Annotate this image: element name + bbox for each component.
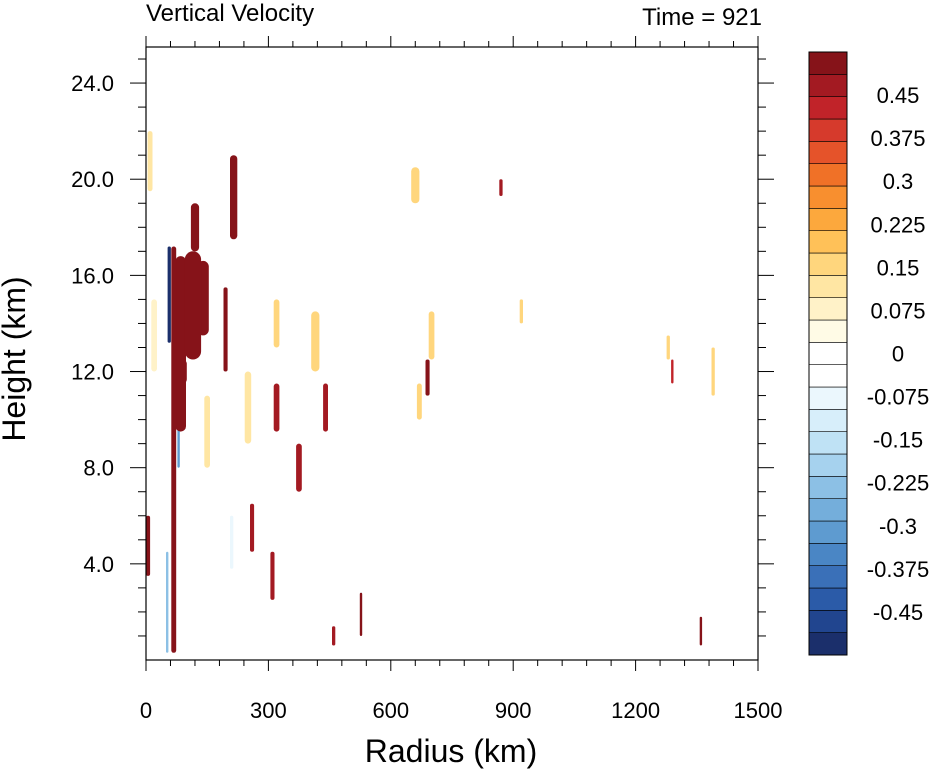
y-axis: 4.0 8.0 12.0 16.0 20.0 24.0 bbox=[71, 58, 774, 637]
y-tick-label: 12.0 bbox=[71, 360, 114, 385]
downdraft-feature bbox=[166, 551, 169, 653]
plot-background bbox=[146, 47, 758, 660]
plot-border bbox=[145, 46, 759, 661]
colorbar-swatch bbox=[808, 297, 848, 321]
colorbar-tick-label: -0.3 bbox=[879, 514, 917, 539]
colorbar-swatch bbox=[808, 632, 848, 656]
downdraft-feature bbox=[416, 383, 422, 420]
colorbar-tick-label: 0.45 bbox=[877, 83, 920, 108]
colorbar-swatch bbox=[808, 230, 848, 254]
downdraft-feature bbox=[204, 395, 210, 468]
plot-area bbox=[146, 47, 758, 660]
updraft-feature bbox=[425, 359, 430, 396]
colorbar-tick-label: 0.375 bbox=[870, 126, 925, 151]
y-tick-label: 8.0 bbox=[83, 456, 114, 481]
updraft-feature bbox=[499, 179, 503, 196]
updraft-feature bbox=[699, 616, 703, 646]
updraft-feature bbox=[273, 383, 280, 432]
colorbar-swatch bbox=[808, 342, 848, 365]
colorbar-tick-label: -0.45 bbox=[873, 600, 923, 625]
downdraft-feature bbox=[711, 347, 715, 396]
updraft-feature bbox=[184, 251, 202, 360]
colorbar-swatch bbox=[808, 185, 848, 209]
colorbar-swatch bbox=[808, 252, 848, 276]
colorbar-swatch bbox=[808, 319, 848, 343]
colorbar-swatch bbox=[808, 275, 848, 298]
downdraft-feature bbox=[428, 311, 435, 360]
downdraft-feature bbox=[411, 167, 420, 204]
colorbar-swatch bbox=[808, 386, 848, 410]
colorbar-swatch bbox=[808, 141, 848, 164]
x-tick-label: 0 bbox=[140, 698, 152, 723]
colorbar-swatch bbox=[808, 610, 848, 633]
colorbar-swatch bbox=[808, 208, 848, 231]
updraft-feature bbox=[671, 359, 674, 384]
downdraft-feature bbox=[311, 311, 320, 372]
updraft-feature bbox=[175, 256, 186, 432]
downdraft-feature bbox=[151, 299, 157, 372]
colorbar-swatch bbox=[808, 409, 848, 432]
colorbar-tick-label: -0.225 bbox=[867, 471, 929, 496]
colorbar-swatch bbox=[808, 96, 848, 120]
y-tick-label: 4.0 bbox=[83, 552, 114, 577]
colorbar-swatch bbox=[808, 118, 848, 142]
downdraft-feature bbox=[167, 246, 171, 343]
colorbar-tick-label: -0.075 bbox=[867, 385, 929, 410]
chart-title-left: Vertical Velocity bbox=[146, 0, 314, 27]
colorbar-swatch bbox=[808, 587, 848, 611]
colorbar-tick-label: 0.3 bbox=[883, 169, 914, 194]
updraft-feature bbox=[146, 515, 151, 576]
updraft-feature bbox=[270, 551, 275, 600]
y-axis-label: Height (km) bbox=[0, 276, 32, 441]
updraft-feature bbox=[323, 383, 328, 432]
downdraft-feature bbox=[273, 299, 280, 348]
updraft-feature bbox=[230, 155, 238, 240]
updraft-feature bbox=[250, 503, 255, 552]
colorbar-tick-label: 0 bbox=[892, 342, 904, 367]
downdraft-feature bbox=[232, 323, 244, 396]
colorbar-tick-label: 0.225 bbox=[870, 212, 925, 237]
x-tick-label: 1500 bbox=[734, 698, 783, 723]
colorbar-swatch bbox=[808, 74, 848, 97]
updraft-feature bbox=[359, 592, 363, 636]
x-axis-label: Radius (km) bbox=[365, 733, 537, 769]
colorbar-swatch bbox=[808, 476, 848, 499]
x-tick-label: 1200 bbox=[611, 698, 660, 723]
colorbar-tick-label: 0.075 bbox=[870, 298, 925, 323]
colorbar-swatch bbox=[808, 431, 848, 455]
colorbar-swatch bbox=[808, 453, 848, 477]
colorbar-swatch bbox=[808, 565, 848, 589]
colorbar-tick-label: -0.375 bbox=[867, 557, 929, 582]
colorbar-tick-label: -0.15 bbox=[873, 428, 923, 453]
colorbar-swatch bbox=[808, 543, 848, 566]
y-tick-label: 24.0 bbox=[71, 71, 114, 96]
plot-frame bbox=[145, 46, 759, 661]
x-tick-label: 600 bbox=[372, 698, 409, 723]
colorbar-swatch bbox=[808, 498, 848, 522]
colorbar-swatch bbox=[808, 51, 848, 75]
y-tick-label: 20.0 bbox=[71, 167, 114, 192]
downdraft-feature bbox=[244, 371, 252, 444]
colorbar: 0.45 0.375 0.3 0.225 0.15 0.075 0 -0.075 -0.15 -0… bbox=[808, 51, 929, 656]
x-tick-label: 900 bbox=[495, 698, 532, 723]
updraft-feature bbox=[332, 626, 336, 646]
updraft-feature bbox=[296, 443, 302, 492]
downdraft-feature bbox=[147, 131, 153, 192]
downdraft-feature bbox=[519, 299, 523, 324]
colorbar-swatch bbox=[808, 163, 848, 187]
updraft-feature bbox=[223, 287, 228, 372]
colorbar-tick-label: 0.15 bbox=[877, 255, 920, 280]
updraft-feature bbox=[190, 203, 200, 252]
colorbar-swatch bbox=[808, 520, 848, 544]
x-axis: 0 300 600 900 1200 1500 bbox=[140, 36, 783, 723]
downdraft-feature bbox=[230, 515, 234, 569]
y-tick-label: 16.0 bbox=[71, 263, 114, 288]
colorbar-swatch bbox=[808, 364, 848, 388]
x-tick-label: 300 bbox=[250, 698, 287, 723]
colorbar-border bbox=[808, 51, 848, 656]
downdraft-feature bbox=[666, 335, 670, 360]
updraft-feature bbox=[171, 246, 177, 653]
chart-title-right: Time = 921 bbox=[642, 4, 762, 31]
